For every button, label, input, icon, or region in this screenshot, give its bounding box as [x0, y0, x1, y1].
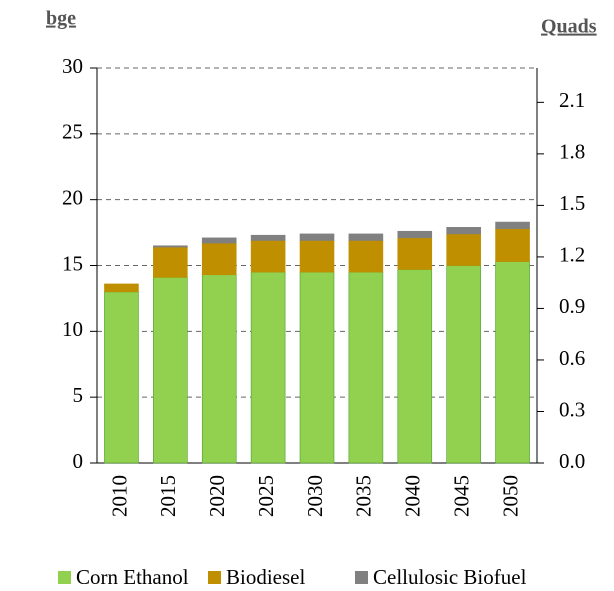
legend-label: Corn Ethanol [76, 565, 189, 589]
y-tick-label: 15 [62, 251, 83, 275]
y-tick-label: 30 [62, 54, 83, 78]
bar-segment [153, 246, 188, 278]
bar-segment [348, 233, 384, 241]
x-tick-label: 2015 [156, 475, 180, 517]
y2-tick-label: 0.9 [559, 294, 585, 318]
bar-segment [104, 291, 139, 464]
y2-tick-label: 0.3 [559, 397, 585, 421]
y2-tick-label: 1.5 [559, 191, 585, 215]
y-tick-label: 5 [73, 383, 84, 407]
bar-segment [397, 230, 433, 239]
legend-swatch [355, 571, 368, 584]
bar-segment [446, 233, 481, 266]
x-tick-label: 2045 [449, 475, 473, 517]
legend-label: Cellulosic Biofuel [373, 565, 527, 589]
x-tick-label: 2030 [303, 475, 327, 517]
bar-segment [446, 265, 481, 464]
bar-segment [348, 271, 384, 464]
bar-segment [153, 277, 188, 464]
y2-tick-label: 0.0 [559, 449, 585, 473]
bar-segment [495, 221, 530, 229]
y-tick-label: 20 [62, 185, 83, 209]
y2-tick-label: 1.2 [559, 243, 585, 267]
y2-tick-label: 0.6 [559, 346, 585, 370]
bar-segment [446, 227, 481, 235]
bar-segment [104, 283, 139, 293]
bar-segment [299, 233, 335, 241]
x-tick-label: 2025 [254, 475, 278, 517]
bar-segment [250, 234, 286, 241]
x-tick-label: 2020 [205, 475, 229, 517]
bar-segment [153, 245, 188, 248]
bar-segment [495, 261, 530, 464]
x-tick-label: 2040 [401, 475, 425, 517]
bar-segment [250, 240, 286, 273]
bar-segment [299, 271, 335, 464]
y2-tick-label: 2.1 [559, 88, 585, 112]
legend-swatch [58, 571, 71, 584]
bar-segment [250, 271, 286, 464]
bar-segment [201, 274, 237, 464]
y-tick-label: 25 [62, 120, 83, 144]
bar-segment [201, 237, 237, 244]
y-tick-label: 10 [62, 317, 83, 341]
y2-axis-label: Quads [541, 16, 597, 38]
legend-swatch [208, 571, 221, 584]
y2-tick-label: 1.8 [559, 140, 585, 164]
y-tick-label: 0 [73, 449, 84, 473]
x-tick-label: 2010 [107, 475, 131, 517]
bar-segment [397, 237, 433, 270]
x-tick-label: 2050 [498, 475, 522, 517]
legend-label: Biodiesel [226, 565, 305, 589]
y-axis-label: bge [46, 8, 76, 30]
bar-segment [348, 240, 384, 273]
bar-segment [299, 240, 335, 273]
bar-segment [397, 269, 433, 464]
bar-segment [495, 228, 530, 262]
x-tick-label: 2035 [352, 475, 376, 517]
bar-segment [201, 242, 237, 276]
